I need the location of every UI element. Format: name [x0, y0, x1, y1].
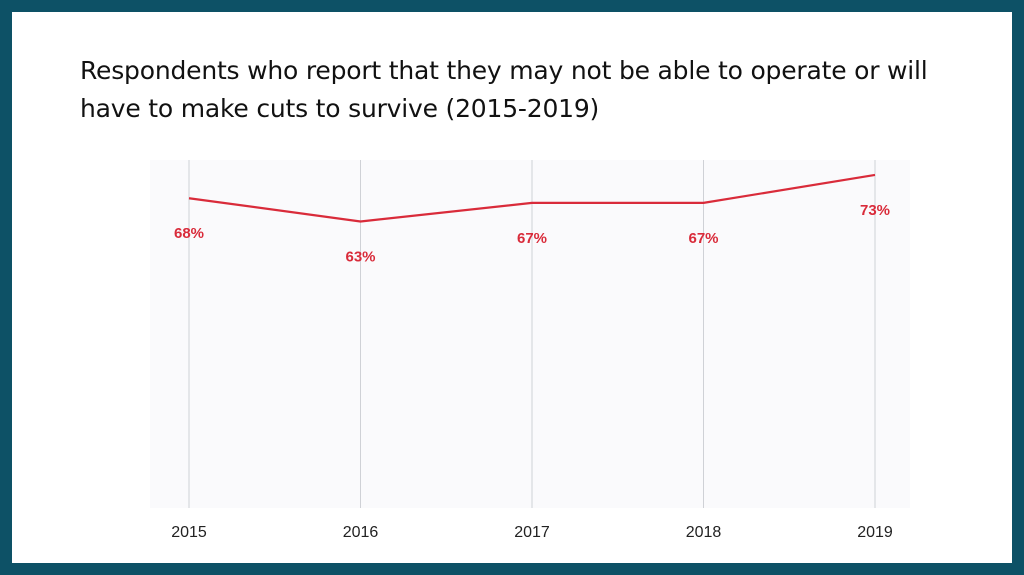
data-label-2018: 67% — [688, 230, 718, 247]
data-label-2016: 63% — [345, 248, 375, 265]
x-tick-label-2018: 2018 — [686, 524, 722, 541]
x-tick-labels: 2015 2016 2017 2018 2019 — [171, 524, 893, 541]
gridlines — [188, 160, 876, 508]
plot-background — [150, 160, 910, 508]
chart-title: Respondents who report that they may not… — [80, 56, 928, 123]
x-tick-label-2019: 2019 — [857, 524, 893, 541]
x-tick-label-2016: 2016 — [343, 524, 379, 541]
x-tick-label-2015: 2015 — [171, 524, 207, 541]
data-label-2017: 67% — [517, 230, 547, 247]
data-label-2019: 73% — [860, 202, 890, 219]
data-labels: 68% 63% 67% 67% 73% — [174, 202, 890, 266]
x-tick-label-2017: 2017 — [514, 524, 550, 541]
series-line — [188, 173, 876, 223]
data-label-2015: 68% — [174, 225, 204, 242]
